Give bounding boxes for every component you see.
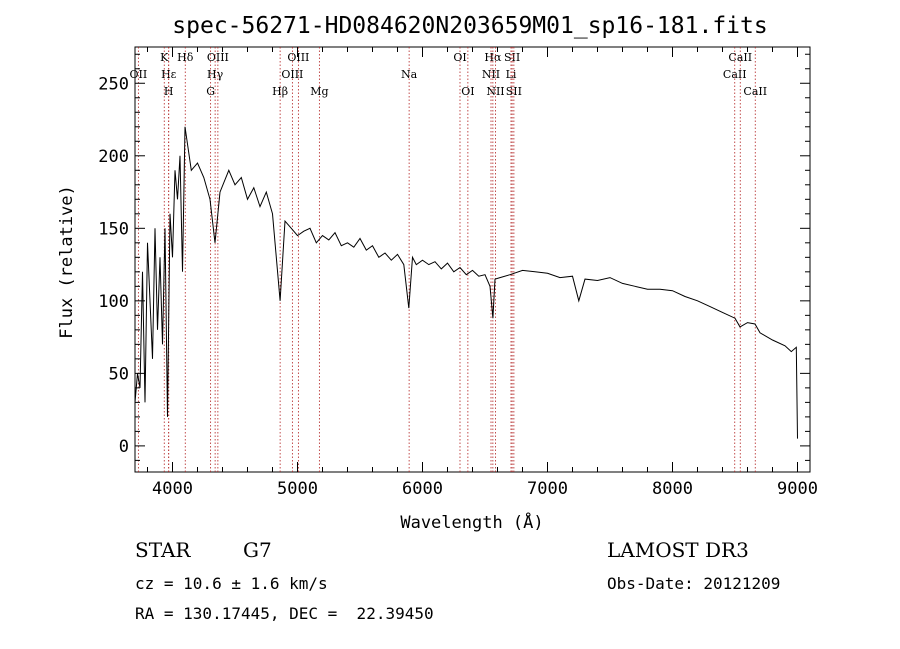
- emission-line-label: OI: [453, 51, 466, 64]
- redshift-readout: cz = 10.6 ± 1.6 km/s: [135, 574, 328, 593]
- emission-line-label: CaII: [743, 85, 767, 98]
- emission-line-label: SII: [504, 51, 520, 64]
- emission-line-label: Hε: [161, 68, 177, 81]
- x-tick-label: 8000: [652, 479, 693, 499]
- x-tick-label: 4000: [152, 479, 193, 499]
- emission-line-label: Na: [401, 68, 418, 81]
- emission-line-label: Hα: [484, 51, 502, 64]
- spectrum-series: [134, 126, 798, 439]
- y-tick-label: 0: [119, 437, 129, 457]
- obs-date: Obs-Date: 20121209: [607, 574, 781, 593]
- emission-line-label: OII: [130, 68, 148, 81]
- y-tick-label: 100: [98, 292, 129, 312]
- axis-ticks: 4000 5000 6000 7000 8000 9000 0 50 100 150 200 250: [98, 47, 818, 499]
- coordinates: RA = 130.17445, DEC = 22.39450: [135, 604, 434, 623]
- emission-line-label: NII: [486, 85, 504, 98]
- emission-line-label: OIII: [207, 51, 229, 64]
- emission-line-label: CaII: [723, 68, 747, 81]
- spectrum-line: [134, 126, 798, 439]
- emission-line-label: SII: [506, 85, 522, 98]
- object-class: STAR: [135, 538, 191, 562]
- x-tick-label: 7000: [527, 479, 568, 499]
- x-tick-label: 5000: [277, 479, 318, 499]
- emission-line-label: CaII: [728, 51, 752, 64]
- y-tick-label: 250: [98, 74, 129, 94]
- y-axis-label: Flux (relative): [57, 185, 77, 339]
- emission-line-label: OI: [461, 85, 474, 98]
- emission-lines: Hδ OII Hε K H OIII Hγ G OIII OIII Hβ Mg Na OI OI Hα NII N…: [130, 47, 767, 472]
- emission-line-label: Hδ: [177, 51, 194, 64]
- emission-line-label: NII: [482, 68, 500, 81]
- emission-line-label: G: [206, 85, 215, 98]
- x-tick-label: 6000: [402, 479, 443, 499]
- object-subclass: G7: [243, 538, 272, 562]
- emission-line-label: Mg: [310, 85, 328, 98]
- emission-line-label: OIII: [287, 51, 309, 64]
- emission-line-label: Hβ: [272, 85, 288, 98]
- survey-name: LAMOST DR3: [607, 538, 749, 562]
- y-tick-label: 50: [109, 364, 129, 384]
- emission-line-label: Li: [506, 68, 517, 81]
- plot-axes: [134, 46, 811, 473]
- y-tick-label: 150: [98, 219, 129, 239]
- x-tick-label: 9000: [777, 479, 818, 499]
- y-tick-label: 200: [98, 147, 129, 167]
- plot-frame: [134, 46, 811, 473]
- emission-line-label: K: [160, 51, 169, 64]
- emission-line-label: H: [164, 85, 174, 98]
- emission-line-label: OIII: [281, 68, 303, 81]
- chart-title: spec-56271-HD084620N203659M01_sp16-181.f…: [172, 13, 767, 39]
- emission-line-label: Hγ: [207, 68, 224, 81]
- x-axis-label: Wavelength (Å): [400, 511, 543, 533]
